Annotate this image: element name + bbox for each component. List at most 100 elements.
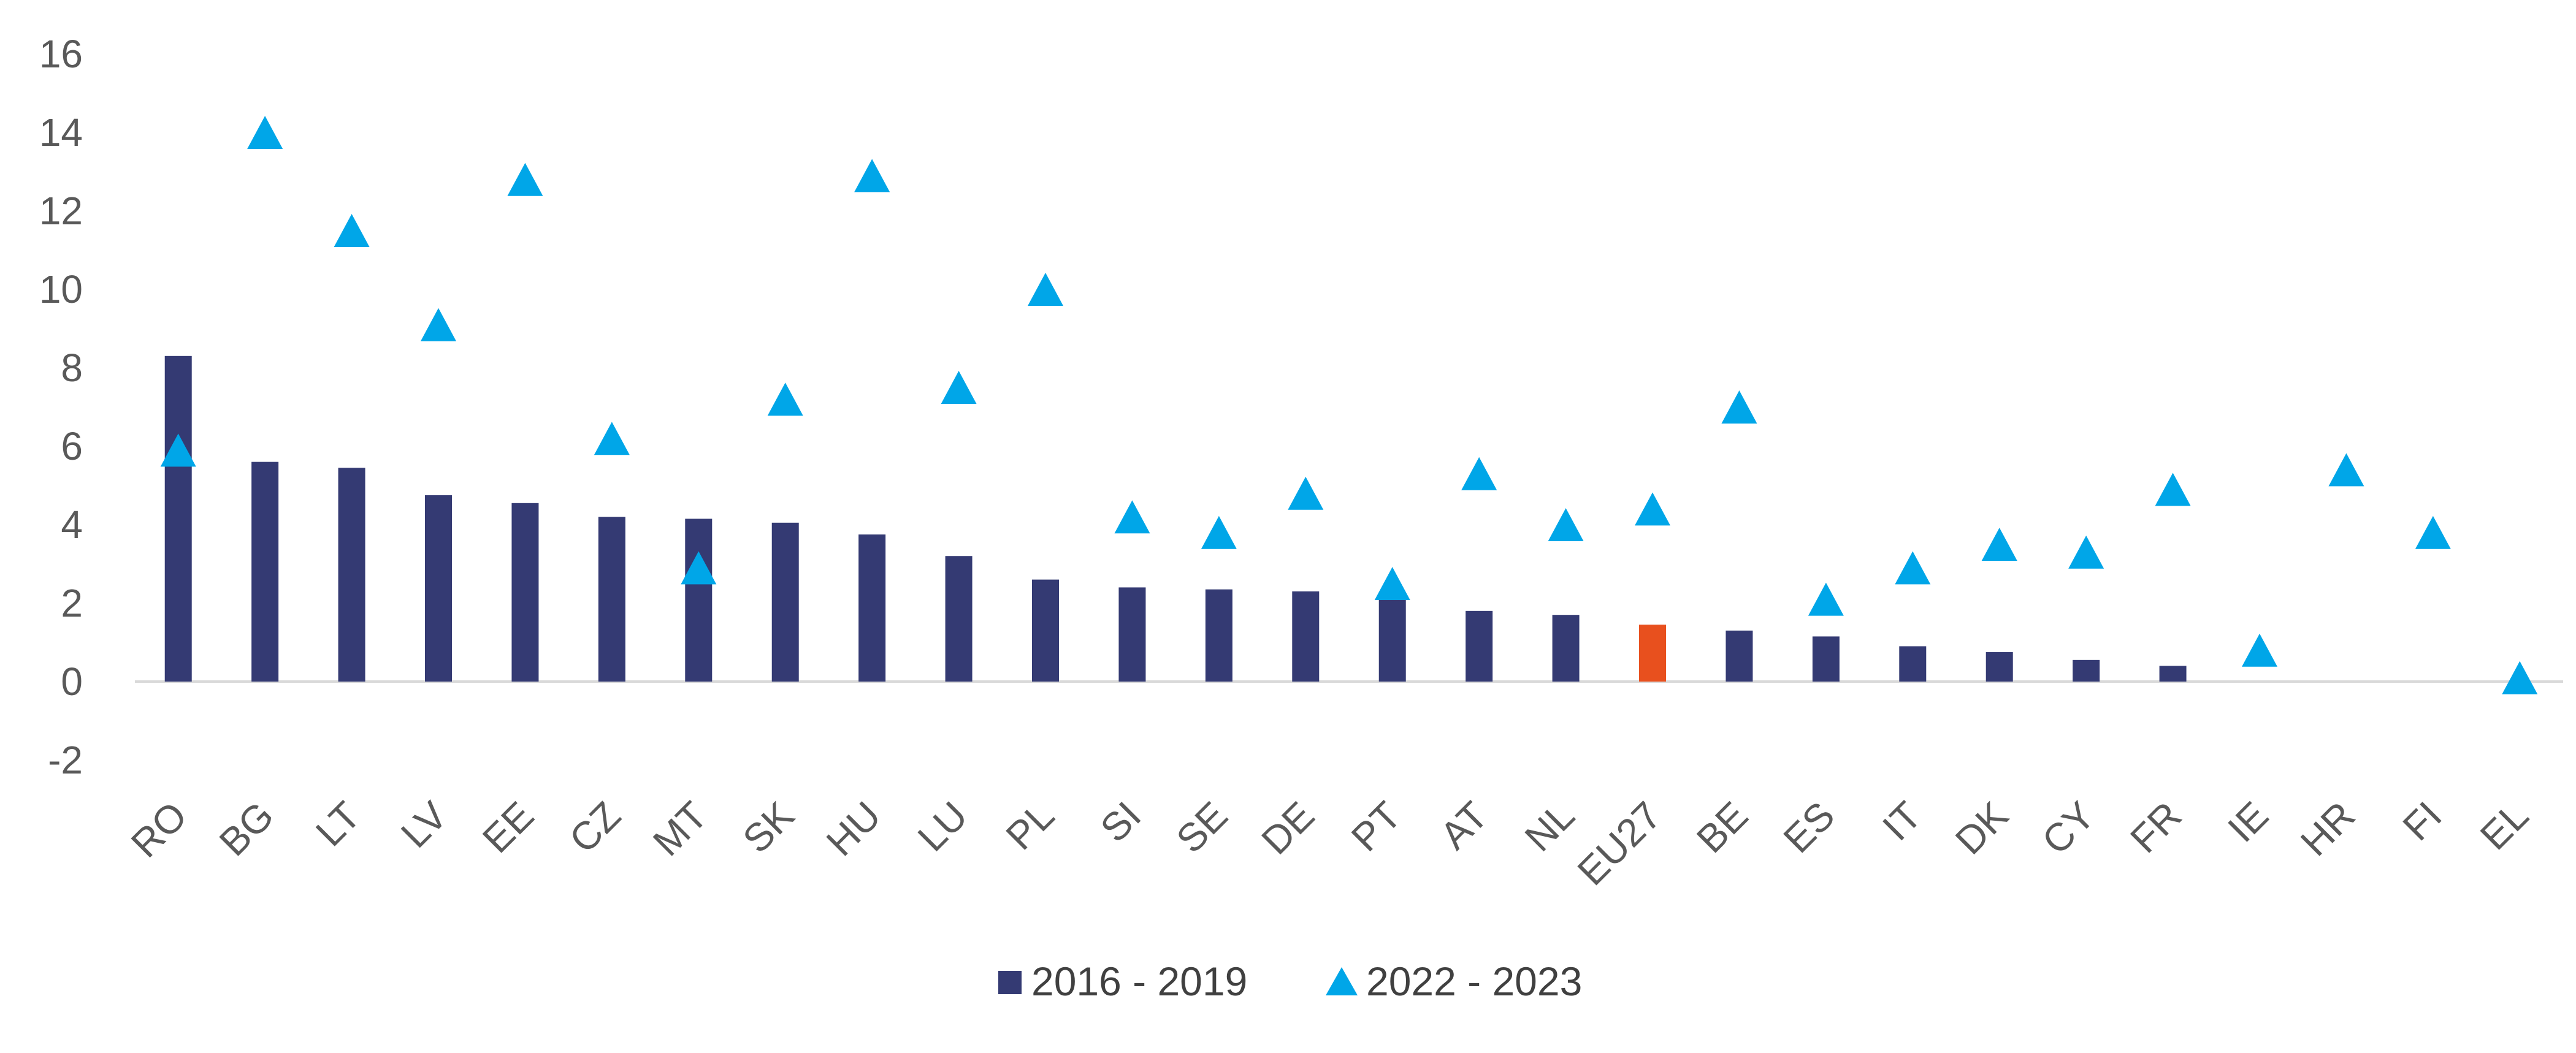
marker-ie bbox=[2242, 633, 2277, 667]
marker-sk bbox=[767, 382, 803, 416]
x-tick-label: PT bbox=[1343, 793, 1410, 860]
bar-hu bbox=[858, 534, 886, 682]
x-tick-label: LU bbox=[909, 793, 976, 860]
y-tick-label: 2 bbox=[61, 581, 83, 625]
x-tick-label: HR bbox=[2292, 793, 2363, 864]
x-tick-label: DE bbox=[1253, 793, 1323, 863]
legend-swatch-bars bbox=[998, 971, 1022, 994]
marker-hu bbox=[854, 159, 890, 192]
bar-sk bbox=[771, 522, 799, 682]
marker-ro bbox=[160, 433, 196, 467]
x-tick-label: CZ bbox=[561, 793, 629, 861]
marker-fr bbox=[2155, 473, 2191, 506]
x-tick-label: CY bbox=[2033, 793, 2103, 863]
x-tick-label: ES bbox=[1775, 793, 1843, 861]
bar-lu bbox=[945, 556, 973, 682]
bar-be bbox=[1726, 630, 1753, 682]
bar-pt bbox=[1378, 597, 1406, 682]
bar-bg bbox=[251, 462, 279, 682]
marker-mt bbox=[681, 551, 717, 585]
marker-ee bbox=[507, 162, 543, 196]
y-axis: -2 0 2 4 6 8 10 12 14 16 bbox=[39, 32, 83, 782]
legend-label-triangles: 2022 - 2023 bbox=[1366, 959, 1582, 1004]
x-tick-label: IT bbox=[1874, 793, 1930, 849]
x-tick-label: SE bbox=[1168, 793, 1236, 861]
x-tick-label: FI bbox=[2394, 793, 2450, 849]
x-tick-label: MT bbox=[644, 793, 716, 864]
bar-si bbox=[1118, 587, 1146, 682]
y-tick-label: 0 bbox=[61, 660, 83, 704]
bar-eu27 bbox=[1639, 625, 1666, 682]
marker-eu27 bbox=[1635, 492, 1670, 526]
y-tick-label: 8 bbox=[61, 346, 83, 390]
marker-de bbox=[1288, 476, 1324, 510]
bar-nl bbox=[1552, 615, 1580, 682]
y-tick-label: 6 bbox=[61, 424, 83, 468]
marker-cy bbox=[2068, 535, 2104, 569]
bar-ro bbox=[164, 355, 192, 682]
marker-el bbox=[2502, 661, 2538, 694]
marker-bg bbox=[247, 116, 283, 149]
marker-se bbox=[1201, 515, 1237, 549]
x-tick-label: BE bbox=[1688, 793, 1756, 861]
x-tick-label: PL bbox=[998, 793, 1063, 858]
bar-ee bbox=[511, 503, 539, 682]
bar-lv bbox=[425, 495, 452, 682]
y-tick-label: 4 bbox=[61, 503, 83, 547]
marker-it bbox=[1895, 551, 1931, 585]
x-tick-label: EE bbox=[474, 793, 542, 861]
bar-se bbox=[1205, 589, 1233, 682]
x-tick-label: HU bbox=[818, 793, 889, 864]
x-tick-label: AT bbox=[1432, 793, 1496, 857]
triangle-series bbox=[160, 116, 2538, 694]
x-tick-label: SK bbox=[734, 793, 802, 861]
marker-dk bbox=[1981, 528, 2017, 561]
bar-cy bbox=[2073, 660, 2100, 682]
marker-lu bbox=[941, 371, 977, 404]
y-tick-label: 16 bbox=[39, 32, 83, 76]
x-tick-label: EU27 bbox=[1569, 793, 1670, 894]
bar-lt bbox=[338, 468, 365, 682]
marker-es bbox=[1808, 582, 1844, 616]
marker-pt bbox=[1374, 567, 1410, 600]
x-tick-label: LV bbox=[392, 793, 456, 856]
y-tick-label: 14 bbox=[39, 110, 83, 154]
bar-at bbox=[1466, 610, 1493, 682]
x-tick-label: NL bbox=[1516, 793, 1583, 860]
y-tick-label: -2 bbox=[48, 738, 83, 782]
bar-de bbox=[1292, 591, 1320, 682]
bar-fr bbox=[2159, 666, 2187, 682]
marker-fi bbox=[2415, 515, 2451, 549]
legend: 2016 - 2019 2022 - 2023 bbox=[998, 959, 1582, 1004]
x-tick-label: FR bbox=[2122, 793, 2190, 861]
bar-mt bbox=[685, 519, 713, 682]
legend-swatch-triangles bbox=[1326, 967, 1358, 995]
x-tick-label: SI bbox=[1092, 793, 1150, 851]
marker-be bbox=[1721, 390, 1757, 424]
marker-nl bbox=[1548, 508, 1584, 541]
x-tick-label: RO bbox=[123, 793, 196, 866]
marker-cz bbox=[594, 422, 630, 455]
bar-es bbox=[1812, 636, 1840, 682]
marker-pl bbox=[1028, 273, 1063, 306]
bar-series bbox=[164, 355, 2187, 682]
x-tick-label: IE bbox=[2219, 793, 2277, 851]
legend-label-bars: 2016 - 2019 bbox=[1031, 959, 1247, 1004]
bar-pl bbox=[1032, 579, 1059, 682]
bar-cz bbox=[598, 517, 625, 682]
bar-dk bbox=[1986, 652, 2013, 682]
x-tick-label: BG bbox=[211, 793, 282, 864]
x-tick-label: EL bbox=[2472, 793, 2537, 858]
marker-at bbox=[1461, 457, 1497, 490]
y-tick-label: 12 bbox=[39, 189, 83, 233]
y-tick-label: 10 bbox=[39, 267, 83, 311]
marker-hr bbox=[2328, 453, 2364, 487]
marker-si bbox=[1114, 500, 1150, 534]
x-tick-label: LT bbox=[307, 793, 369, 854]
marker-lt bbox=[334, 214, 370, 247]
bar-it bbox=[1899, 646, 1927, 682]
x-tick-label: DK bbox=[1947, 793, 2017, 863]
